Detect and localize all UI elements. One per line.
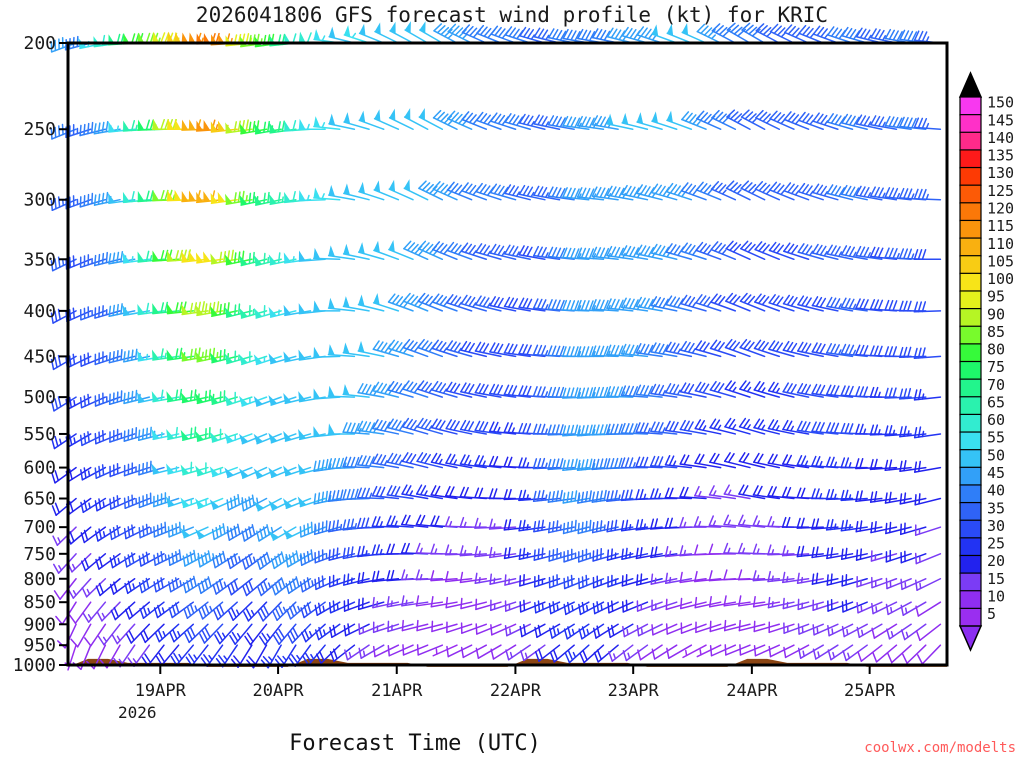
colorbar-cell [959, 449, 982, 469]
colorbar-tick-label: 55 [987, 429, 1005, 447]
colorbar-tick-label: 40 [987, 482, 1005, 500]
colorbar-tick-label: 65 [987, 393, 1005, 411]
colorbar-tick-label: 50 [987, 446, 1005, 464]
source-watermark: coolwx.com/modelts [864, 740, 1016, 756]
colorbar-tick-label: 30 [987, 517, 1005, 535]
pressure-tick-label: 650 [23, 489, 56, 510]
colorbar-cell [959, 184, 982, 204]
colorbar-cell [959, 501, 982, 522]
colorbar-cell [959, 114, 982, 134]
pressure-axis: 200 250 300 350 400 450 500 550 600 650 700 750 8008… [13, 33, 68, 676]
colorbar-under-arrow [958, 625, 983, 652]
time-tick-label: 19APR [135, 681, 187, 701]
x-axis-year-label: 2026 [118, 703, 157, 722]
wind-barb-layer [50, 21, 942, 671]
colorbar-over-arrow [958, 71, 983, 98]
colorbar-cell [959, 396, 982, 416]
colorbar-tick-label: 15 [987, 570, 1005, 588]
colorbar-tick-label: 120 [987, 199, 1014, 217]
colorbar-tick-label: 140 [987, 129, 1014, 147]
pressure-tick-label: 800 [23, 569, 56, 590]
colorbar-cell [959, 149, 982, 169]
colorbar-cell [959, 343, 982, 363]
colorbar-tick-label: 70 [987, 376, 1005, 394]
colorbar-cell [959, 378, 982, 398]
colorbar-tick-label: 5 [987, 605, 996, 623]
colorbar-tick-label: 145 [987, 111, 1014, 129]
colorbar-cell [959, 431, 982, 451]
pressure-tick-label: 200 [23, 33, 56, 54]
colorbar-tick-label: 150 [987, 94, 1014, 112]
colorbar-tick-label: 90 [987, 305, 1005, 323]
time-tick-label: 24APR [726, 681, 778, 701]
colorbar-tick-label: 95 [987, 288, 1005, 306]
colorbar-cell [959, 219, 982, 240]
time-tick-label: 23APR [608, 681, 660, 701]
colorbar-cell [959, 484, 982, 504]
chart-title: 2026041806 GFS forecast wind profile (kt… [195, 3, 829, 27]
time-tick-label: 21APR [371, 681, 423, 701]
colorbar-tick-label: 125 [987, 182, 1014, 200]
colorbar-tick-label: 100 [987, 270, 1014, 288]
pressure-tick-label: 500 [23, 387, 56, 408]
colorbar-tick-label: 115 [987, 217, 1014, 235]
colorbar-cell [959, 554, 982, 575]
colorbar-tick-label: 135 [987, 147, 1014, 165]
colorbar-tick-label: 35 [987, 499, 1005, 517]
colorbar-cell [959, 131, 982, 151]
pressure-tick-label: 400 [23, 301, 56, 322]
colorbar-tick-label: 25 [987, 535, 1005, 553]
colorbar-cell [959, 202, 982, 222]
plot-frame [66, 41, 949, 667]
colorbar-tick-label: 85 [987, 323, 1005, 341]
colorbar-cell [959, 590, 982, 610]
speed-colorbar: 1501451401351301251201151101051009590858… [958, 71, 1014, 652]
pressure-tick-label: 850 [23, 592, 56, 613]
colorbar-tick-label: 20 [987, 552, 1005, 570]
colorbar-tick-label: 10 [987, 587, 1005, 605]
colorbar-tick-label: 80 [987, 341, 1005, 359]
pressure-tick-label: 900 [23, 614, 56, 635]
time-tick-label: 20APR [252, 681, 304, 701]
colorbar-tick-label: 105 [987, 252, 1014, 270]
colorbar-tick-label: 130 [987, 164, 1014, 182]
colorbar-cell [959, 325, 982, 345]
colorbar-tick-label: 45 [987, 464, 1005, 482]
colorbar-cell [959, 237, 982, 257]
pressure-tick-label: 550 [23, 424, 56, 445]
colorbar-tick-label: 110 [987, 235, 1014, 253]
pressure-tick-label: 450 [23, 346, 56, 367]
time-tick-label: 25APR [844, 681, 896, 701]
colorbar-cell [959, 607, 982, 627]
colorbar-cell [959, 360, 982, 381]
colorbar-cell [959, 272, 982, 292]
pressure-tick-label: 700 [23, 517, 56, 538]
pressure-tick-label: 250 [23, 119, 56, 140]
colorbar-cell [959, 466, 982, 486]
pressure-tick-label: 750 [23, 544, 56, 565]
colorbar-cell [959, 572, 982, 592]
colorbar-cell [959, 519, 982, 539]
colorbar-cell [959, 308, 982, 328]
colorbar-cell [959, 290, 982, 310]
pressure-tick-label: 1000 [13, 655, 56, 676]
colorbar-cell [959, 255, 982, 275]
colorbar-cell [959, 96, 982, 116]
pressure-tick-label: 300 [23, 190, 56, 211]
colorbar-tick-label: 75 [987, 358, 1005, 376]
time-axis: 19APR 20APR 21APR 22APR 23APR 24APR 25APR [135, 665, 896, 701]
colorbar-cell [959, 537, 982, 557]
colorbar-tick-label: 60 [987, 411, 1005, 429]
x-axis-title: Forecast Time (UTC) [289, 731, 541, 756]
colorbar-cell [959, 413, 982, 434]
pressure-tick-label: 950 [23, 635, 56, 656]
pressure-tick-label: 350 [23, 249, 56, 270]
pressure-tick-label: 600 [23, 458, 56, 479]
colorbar-cell [959, 166, 982, 187]
time-tick-label: 22APR [490, 681, 542, 701]
